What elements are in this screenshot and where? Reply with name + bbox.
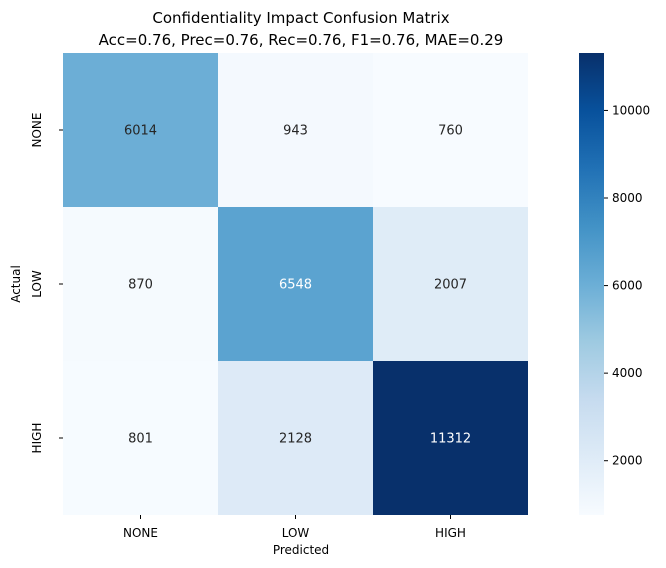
cell-value-label: 6548 (279, 278, 312, 293)
y-axis: NONE LOW HIGH (30, 113, 63, 454)
y-axis-label: Actual (9, 265, 23, 303)
heatmap-cell (373, 53, 528, 207)
heatmap-cell (218, 53, 373, 207)
x-tick-label: NONE (123, 526, 158, 540)
heatmap-cell (218, 207, 373, 361)
cell-value-label: 760 (438, 124, 463, 139)
y-tick-label: HIGH (30, 423, 44, 454)
cell-value-label: 870 (128, 278, 153, 293)
cell-value-label: 943 (283, 124, 308, 139)
x-tick-label: HIGH (435, 526, 466, 540)
x-axis: NONE LOW HIGH (123, 515, 466, 540)
heatmap-cell (63, 53, 218, 207)
colorbar-tick-label: 10000 (612, 103, 650, 117)
cell-value-label: 6014 (124, 124, 157, 139)
heatmap-cell (218, 361, 373, 515)
heatmap-cell-labels: 6014 943 760 870 6548 2007 801 2128 11312 (124, 124, 471, 447)
colorbar-tick-label: 2000 (612, 454, 643, 468)
cell-value-label: 2128 (279, 432, 312, 447)
heatmap-cell (63, 361, 218, 515)
cell-value-label: 801 (128, 432, 153, 447)
heatmap-cell (373, 207, 528, 361)
chart-title: Confidentiality Impact Confusion Matrix (152, 9, 449, 27)
chart-subtitle: Acc=0.76, Prec=0.76, Rec=0.76, F1=0.76, … (99, 31, 504, 49)
x-axis-label: Predicted (273, 543, 329, 557)
colorbar-tick-label: 4000 (612, 366, 643, 380)
colorbar-tick-label: 6000 (612, 279, 643, 293)
cell-value-label: 2007 (434, 278, 467, 293)
heatmap-cell (373, 361, 528, 515)
y-tick-label: LOW (30, 270, 44, 298)
colorbar-ticks: 2000 4000 6000 8000 10000 (604, 103, 650, 468)
y-tick-label: NONE (30, 113, 44, 148)
colorbar (579, 53, 604, 515)
x-tick-label: LOW (282, 526, 310, 540)
heatmap-cells (63, 53, 528, 515)
heatmap-cell (63, 207, 218, 361)
colorbar-tick-label: 8000 (612, 191, 643, 205)
cell-value-label: 11312 (430, 432, 471, 447)
